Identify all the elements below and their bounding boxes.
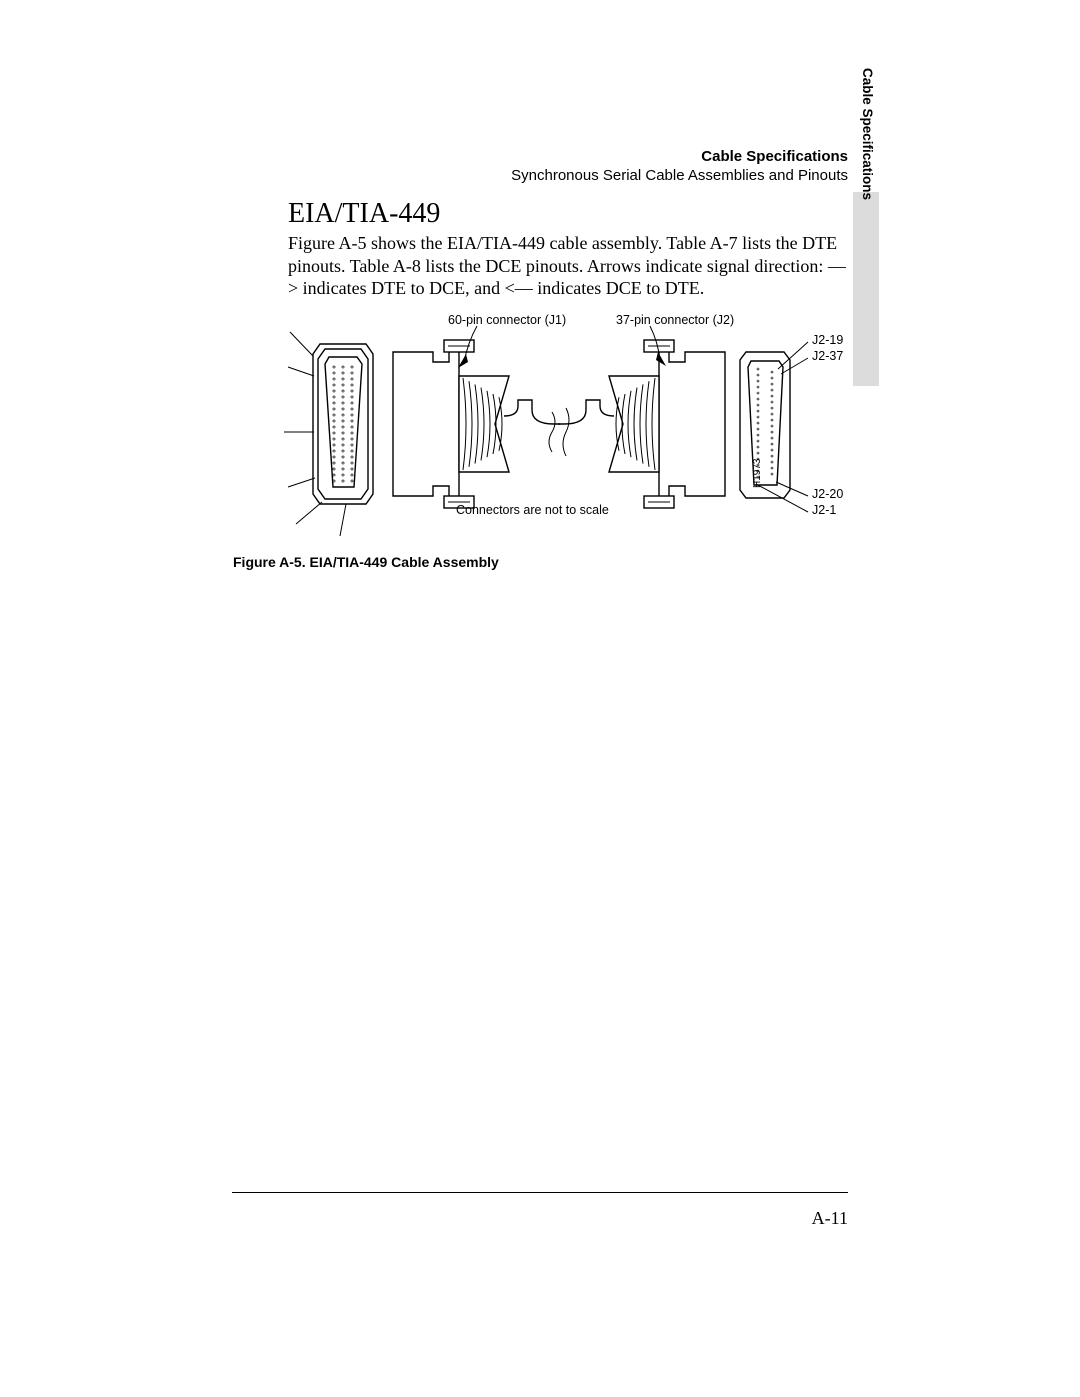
footer-rule [232, 1192, 848, 1193]
svg-text:Connectors are not to scale: Connectors are not to scale [456, 503, 609, 517]
section-body: Figure A-5 shows the EIA/TIA-449 cable a… [288, 232, 848, 300]
figure-a5: 60-pin connector (J1) 37-pin connector (J… [280, 312, 840, 537]
svg-text:J2-20: J2-20 [812, 487, 843, 501]
running-header: Cable Specifications Synchronous Serial … [511, 148, 848, 186]
svg-text:H1973: H1973 [752, 458, 763, 488]
svg-text:37-pin connector (J2): 37-pin connector (J2) [616, 313, 734, 327]
svg-text:J2-1: J2-1 [812, 503, 836, 517]
header-title: Cable Specifications [511, 148, 848, 167]
page-number: A-11 [812, 1208, 848, 1229]
header-subtitle: Synchronous Serial Cable Assemblies and … [511, 167, 848, 186]
cable-diagram-icon: 60-pin connector (J1) 37-pin connector (J… [280, 312, 860, 540]
thumb-tab-label: Cable Specifications [860, 68, 875, 200]
figure-caption: Figure A-5. EIA/TIA-449 Cable Assembly [233, 554, 499, 570]
svg-text:J2-37: J2-37 [812, 349, 843, 363]
svg-text:60-pin connector (J1): 60-pin connector (J1) [448, 313, 566, 327]
section-heading: EIA/TIA-449 [288, 198, 440, 230]
document-page: Cable Specifications Synchronous Serial … [0, 0, 1080, 1397]
svg-text:J2-19: J2-19 [812, 333, 843, 347]
